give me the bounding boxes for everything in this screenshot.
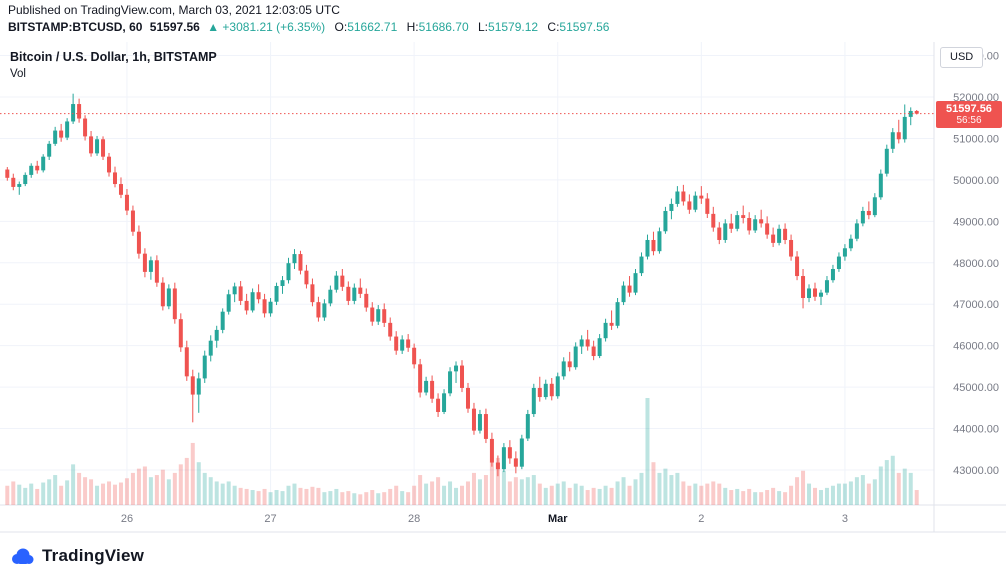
tradingview-logo-link[interactable]: TradingView <box>8 546 144 566</box>
tradingview-cloud-icon <box>12 548 34 564</box>
chart-legend-title: Bitcoin / U.S. Dollar, 1h, BITSTAMP <box>10 50 217 64</box>
svg-text:51000.00: 51000.00 <box>953 133 999 145</box>
price-change-value: ▲ +3081.21 (+6.35%) <box>207 20 326 34</box>
bar-countdown: 56:56 <box>956 114 982 126</box>
close-value: 51597.56 <box>559 20 610 34</box>
svg-text:44000.00: 44000.00 <box>953 424 999 436</box>
svg-text:28: 28 <box>408 513 420 525</box>
last-price-tag-value: 51597.56 <box>946 102 992 115</box>
svg-text:43000.00: 43000.00 <box>953 465 999 477</box>
open-label: O: <box>334 20 348 34</box>
svg-text:49000.00: 49000.00 <box>953 216 999 228</box>
svg-text:Mar: Mar <box>548 513 568 525</box>
svg-text:48000.00: 48000.00 <box>953 258 999 270</box>
svg-text:27: 27 <box>264 513 276 525</box>
symbol-interval-label: BITSTAMP:BTCUSD, 60 <box>8 20 143 34</box>
svg-text:50000.00: 50000.00 <box>953 175 999 187</box>
chart-canvas[interactable]: 53000.0052000.0051000.0050000.0049000.00… <box>0 0 1006 535</box>
currency-toggle-button[interactable]: USD <box>940 47 984 68</box>
svg-text:47000.00: 47000.00 <box>953 299 999 311</box>
svg-text:45000.00: 45000.00 <box>953 382 999 394</box>
svg-text:26: 26 <box>121 513 133 525</box>
last-price-value: 51597.56 <box>149 20 200 34</box>
svg-text:3: 3 <box>842 513 848 525</box>
low-label: L: <box>478 20 489 34</box>
svg-text:46000.00: 46000.00 <box>953 341 999 353</box>
tradingview-logo-text: TradingView <box>42 546 145 565</box>
volume-indicator-label: Vol <box>10 68 26 80</box>
close-label: C: <box>547 20 560 34</box>
high-label: H: <box>406 20 419 34</box>
open-value: 51662.71 <box>347 20 398 34</box>
high-value: 51686.70 <box>418 20 469 34</box>
last-price-tag: 51597.56 56:56 <box>936 100 1002 128</box>
candlestick-chart[interactable]: 53000.0052000.0051000.0050000.0049000.00… <box>0 0 1006 535</box>
symbol-ohlc-bar: BITSTAMP:BTCUSD, 60 51597.56 ▲ +3081.21 … <box>8 20 609 34</box>
footer: TradingView <box>0 535 1006 577</box>
svg-text:2: 2 <box>698 513 704 525</box>
low-value: 51579.12 <box>488 20 539 34</box>
published-line: Published on TradingView.com, March 03, … <box>8 3 340 17</box>
